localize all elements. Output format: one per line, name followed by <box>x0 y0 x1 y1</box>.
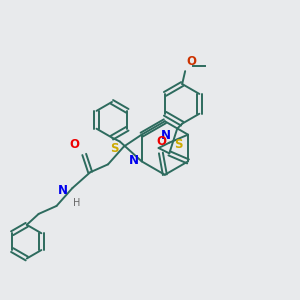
Text: O: O <box>156 135 166 148</box>
Text: S: S <box>174 138 183 151</box>
Text: N: N <box>161 129 171 142</box>
Text: O: O <box>69 139 79 152</box>
Text: S: S <box>110 142 119 155</box>
Text: N: N <box>57 184 68 196</box>
Text: H: H <box>73 198 80 208</box>
Text: O: O <box>186 55 196 68</box>
Text: N: N <box>129 154 139 167</box>
